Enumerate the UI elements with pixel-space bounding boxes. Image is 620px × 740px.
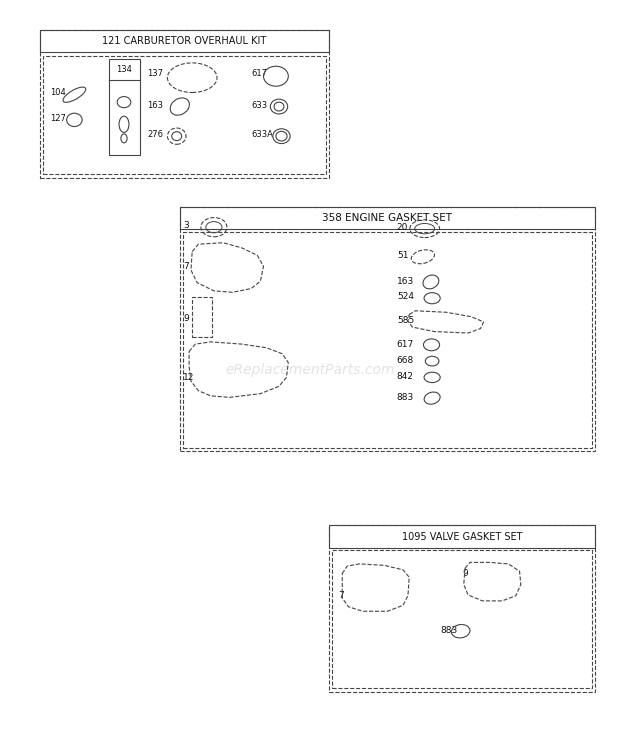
Text: 883: 883 bbox=[440, 626, 458, 635]
Text: 633A: 633A bbox=[251, 130, 273, 139]
Text: 9: 9 bbox=[462, 569, 467, 578]
Text: 7: 7 bbox=[183, 262, 188, 271]
Bar bbox=[108, 59, 140, 155]
Text: 276: 276 bbox=[148, 130, 164, 139]
Bar bbox=[192, 297, 212, 337]
Text: 842: 842 bbox=[397, 372, 414, 381]
Bar bbox=[332, 550, 592, 688]
Text: 12: 12 bbox=[183, 373, 194, 382]
Text: 358 ENGINE GASKET SET: 358 ENGINE GASKET SET bbox=[322, 213, 453, 223]
Text: 524: 524 bbox=[397, 292, 414, 301]
Text: 9: 9 bbox=[183, 314, 188, 323]
Bar bbox=[43, 56, 326, 174]
Text: 127: 127 bbox=[50, 114, 66, 123]
Text: 668: 668 bbox=[397, 356, 414, 365]
Text: 121 CARBURETOR OVERHAUL KIT: 121 CARBURETOR OVERHAUL KIT bbox=[102, 36, 267, 46]
Text: 163: 163 bbox=[397, 277, 414, 286]
Text: 163: 163 bbox=[148, 101, 164, 110]
Text: 633: 633 bbox=[251, 101, 267, 110]
Bar bbox=[180, 207, 595, 229]
Bar bbox=[40, 30, 329, 178]
Text: eReplacementParts.com: eReplacementParts.com bbox=[225, 363, 395, 377]
Bar bbox=[180, 207, 595, 451]
Text: 104: 104 bbox=[50, 88, 65, 97]
Text: 134: 134 bbox=[116, 65, 132, 74]
Bar bbox=[329, 525, 595, 548]
Bar bbox=[329, 525, 595, 692]
Text: 883: 883 bbox=[397, 393, 414, 402]
Text: 51: 51 bbox=[397, 251, 409, 260]
Text: 1095 VALVE GASKET SET: 1095 VALVE GASKET SET bbox=[402, 531, 522, 542]
Bar bbox=[40, 30, 329, 52]
Bar bbox=[183, 232, 592, 448]
Text: 3: 3 bbox=[183, 221, 188, 230]
Text: 137: 137 bbox=[148, 70, 164, 78]
Text: 617: 617 bbox=[251, 70, 267, 78]
Text: 585: 585 bbox=[397, 316, 414, 325]
Text: 617: 617 bbox=[397, 340, 414, 349]
Text: 7: 7 bbox=[338, 591, 343, 600]
Text: 20: 20 bbox=[397, 223, 408, 232]
